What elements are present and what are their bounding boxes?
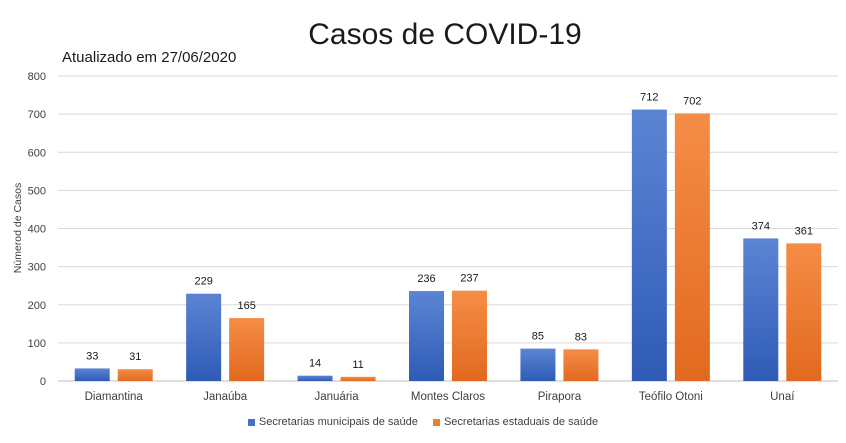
data-label: 14: [309, 358, 321, 370]
legend-swatch-municipal: [247, 418, 255, 426]
x-axis: Diamantina Janaúba Januária Montes Claros Pi…: [85, 391, 796, 403]
bars: [74, 109, 822, 382]
gridlines: [58, 75, 838, 382]
data-label: 33: [86, 350, 98, 362]
data-labels: 33 31 229 165 14 11 236 237 85 83 712 702 374 361: [86, 92, 813, 371]
bar-municipal[interactable]: [297, 375, 333, 381]
bar-estadual[interactable]: [452, 290, 487, 381]
bar-municipal[interactable]: [186, 293, 222, 381]
data-label: 374: [752, 220, 770, 232]
legend-label-municipal: Secretarias municipais de saúde: [258, 416, 418, 428]
y-tick-label: 500: [28, 185, 46, 197]
bar-estadual[interactable]: [117, 369, 153, 381]
y-tick-label: 700: [28, 109, 46, 121]
legend-label-estadual: Secretarias estaduais de saúde: [443, 416, 599, 428]
bar-estadual[interactable]: [786, 243, 822, 381]
y-axis-title: Númerod de Casos: [12, 183, 24, 273]
data-label: 237: [460, 273, 478, 285]
category-label: Diamantina: [85, 391, 144, 403]
y-tick-label: 800: [28, 71, 46, 83]
y-tick-label: 0: [40, 376, 46, 388]
y-axis: 0 100 200 300 400 500 600 700 800: [28, 71, 46, 388]
y-tick-label: 300: [28, 262, 46, 274]
category-label: Januária: [315, 391, 360, 403]
y-tick-label: 600: [28, 147, 46, 159]
legend-swatch-estadual: [432, 418, 440, 426]
data-label: 702: [683, 95, 701, 107]
category-label: Janaúba: [203, 391, 248, 403]
y-tick-label: 200: [28, 300, 46, 312]
bar-estadual[interactable]: [674, 113, 710, 382]
bar-municipal[interactable]: [74, 368, 110, 381]
category-label: Montes Claros: [411, 391, 485, 403]
y-tick-label: 100: [28, 338, 46, 350]
data-label: 11: [352, 359, 363, 371]
data-label: 236: [417, 273, 435, 285]
chart-subtitle: Atualizado em 27/06/2020: [62, 49, 237, 66]
data-label: 361: [795, 225, 813, 237]
bar-estadual[interactable]: [229, 318, 265, 381]
data-label: 165: [237, 300, 255, 312]
bar-municipal[interactable]: [409, 291, 444, 381]
data-label: 712: [640, 92, 658, 104]
bar-estadual[interactable]: [563, 349, 599, 381]
category-label: Pirapora: [538, 391, 582, 403]
bar-municipal[interactable]: [631, 109, 667, 382]
data-label: 83: [575, 331, 587, 343]
data-label: 229: [194, 276, 212, 288]
legend: Secretarias municipais de saúde Secretar…: [0, 416, 846, 429]
chart-title: Casos de COVID-19: [308, 18, 582, 51]
category-label: Unaí: [770, 391, 795, 403]
legend-item-estadual[interactable]: Secretarias estaduais de saúde: [432, 416, 599, 428]
legend-item-municipal[interactable]: Secretarias municipais de saúde: [247, 416, 418, 428]
data-label: 31: [129, 351, 141, 363]
bar-municipal[interactable]: [520, 348, 556, 381]
bar-municipal[interactable]: [743, 238, 779, 381]
category-label: Teófilo Otoni: [639, 391, 703, 403]
data-label: 85: [532, 331, 544, 343]
bar-estadual[interactable]: [340, 376, 376, 381]
y-tick-label: 400: [28, 224, 46, 236]
